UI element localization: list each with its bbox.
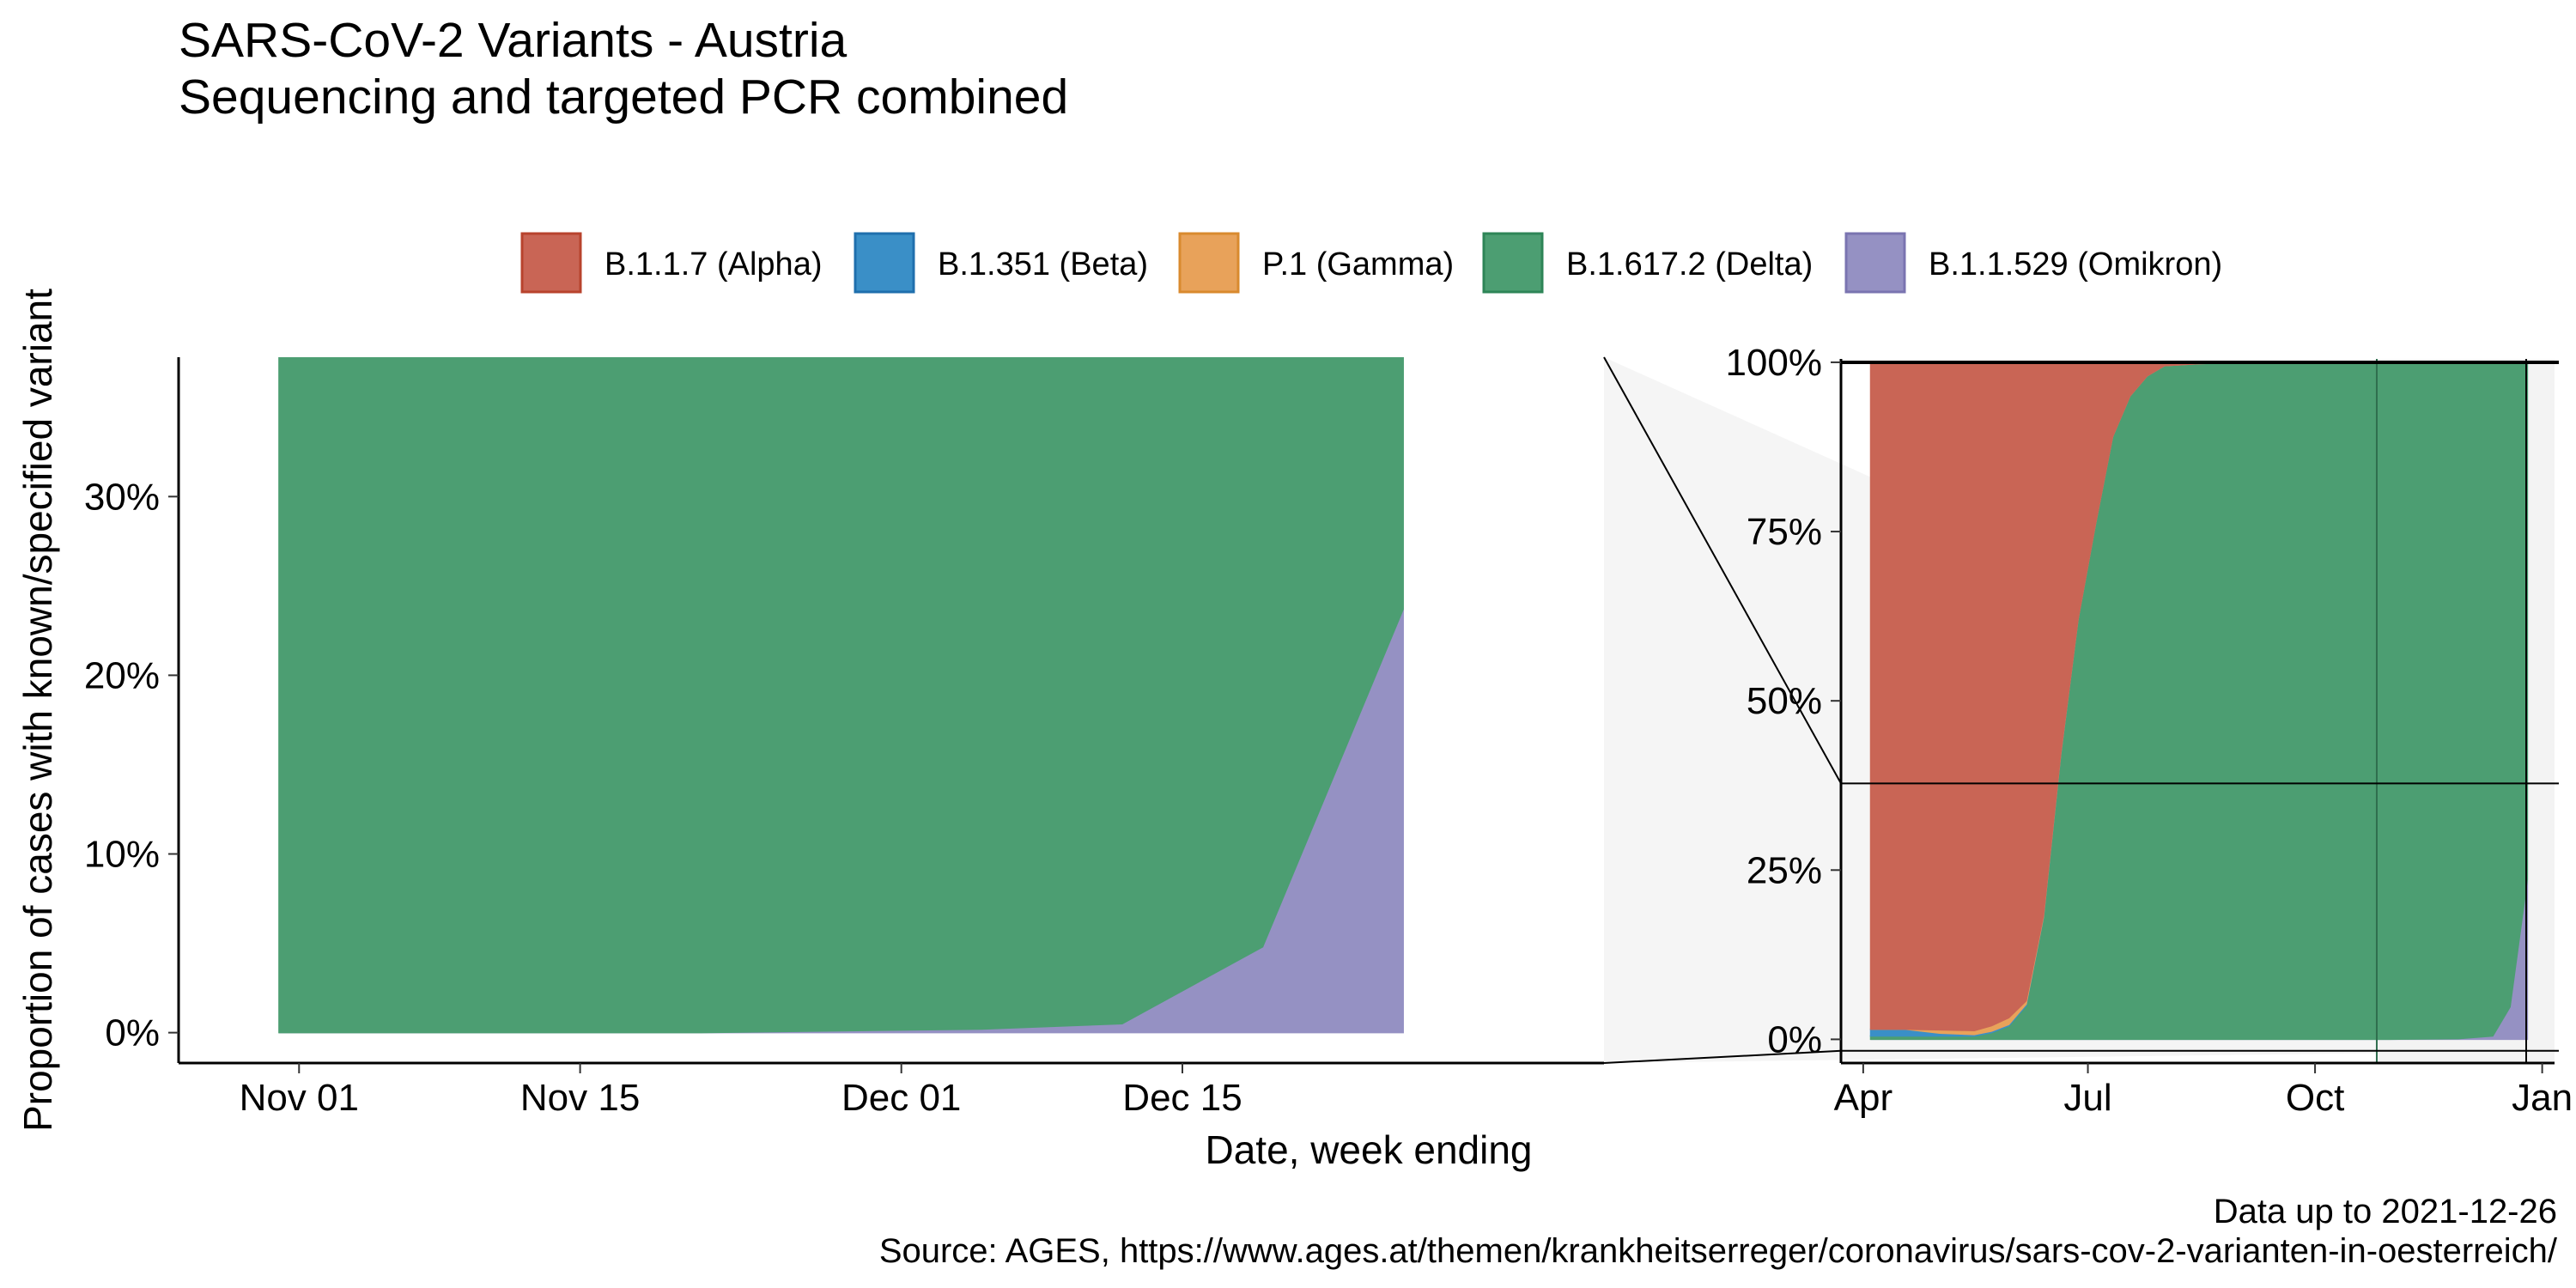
- main-y-tick-label: 10%: [84, 834, 160, 876]
- main-panel: 0% 10% 20% 30% Nov 01 Nov 15 Dec 01 Dec 15 Date,…: [15, 289, 1604, 1172]
- inset-y-tick-label: 100%: [1725, 342, 1822, 384]
- main-x-tick-label: Nov 01: [240, 1077, 359, 1119]
- caption-block: Data up to 2021-12-26 Source: AGES, http…: [879, 1192, 2557, 1271]
- legend-label-b-1-1-529-omikron: B.1.1.529 (Omikron): [1929, 246, 2222, 283]
- inset-y-tick-label: 50%: [1747, 680, 1822, 722]
- chart-subtitle: Sequencing and targeted PCR combined: [179, 70, 1069, 125]
- main-y-tick-label: 20%: [84, 654, 160, 696]
- legend-label-b-1-617-2-delta: B.1.617.2 (Delta): [1566, 246, 1813, 283]
- main-x-tick-label: Nov 15: [520, 1077, 640, 1119]
- title-block: SARS-CoV-2 Variants - Austria Sequencing…: [179, 12, 1068, 125]
- legend-label-p-1-gamma: P.1 (Gamma): [1262, 246, 1454, 283]
- caption-data-date: Data up to 2021-12-26: [2213, 1193, 2557, 1230]
- main-plot-area: [278, 357, 1404, 1034]
- inset-x-tick-label: Oct: [2286, 1077, 2344, 1119]
- main-y-axis-title: Proportion of cases with known/specified…: [15, 289, 60, 1132]
- legend-label-b-1-351-beta: B.1.351 (Beta): [938, 246, 1148, 283]
- legend-key-b-1-351-beta: [854, 232, 915, 294]
- chart-title: SARS-CoV-2 Variants - Austria: [179, 13, 848, 68]
- legend-key-b-1-617-2-delta: [1482, 232, 1544, 294]
- zoom-connector-line-bottom: [1603, 1049, 1842, 1064]
- main-y-tick-label: 0%: [105, 1012, 160, 1054]
- caption-source: Source: AGES, https://www.ages.at/themen…: [878, 1232, 2557, 1270]
- inset-panel: 0% 25% 50% 75% 100% Apr Jul Oct Jan: [1725, 342, 2573, 1119]
- inset-plot-area: [1869, 361, 2529, 1041]
- legend-key-p-1-gamma: [1178, 232, 1240, 294]
- inset-x-tick-label: Apr: [1834, 1077, 1893, 1119]
- inset-x-tick-label: Jan: [2512, 1077, 2573, 1119]
- inset-x-tick-label: Jul: [2063, 1077, 2111, 1119]
- legend: B.1.1.7 (Alpha) B.1.351 (Beta) P.1 (Gamma)…: [520, 232, 2222, 294]
- main-x-tick-label: Dec 01: [841, 1077, 961, 1119]
- main-y-tick-label: 30%: [84, 476, 160, 518]
- legend-label-b-1-1-7-alpha: B.1.1.7 (Alpha): [605, 246, 822, 283]
- legend-key-b-1-1-7-alpha: [520, 232, 582, 294]
- inset-y-tick-label: 25%: [1747, 849, 1822, 891]
- inset-y-tick-label: 75%: [1747, 511, 1822, 553]
- main-x-tick-label: Dec 15: [1122, 1077, 1242, 1119]
- main-x-axis-title: Date, week ending: [1205, 1127, 1532, 1172]
- main-area-b-1-617-2-delta: [278, 357, 1404, 1034]
- zoom-connector-line-top: [1603, 356, 1842, 784]
- inset-y-tick-label: 0%: [1767, 1018, 1822, 1060]
- legend-key-b-1-1-529-omikron: [1844, 232, 1906, 294]
